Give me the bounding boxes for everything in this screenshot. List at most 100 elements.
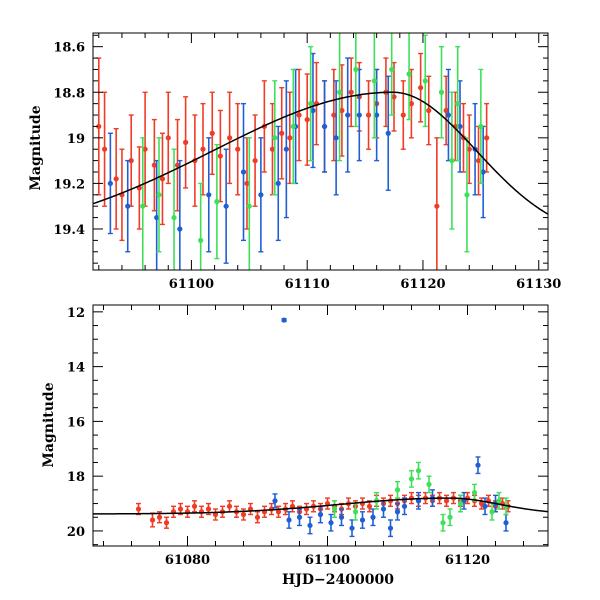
data-point [443,498,450,504]
data-point [484,135,490,141]
data-point [478,500,485,507]
data-point [415,498,422,504]
data-point [235,146,241,152]
data-point [159,176,166,182]
y-tick-label: 18 [67,470,85,485]
data-point [331,112,337,118]
data-point [279,130,285,136]
y-axis-title-top: Magnitude [28,105,44,190]
data-point [223,203,229,209]
data-point [438,89,445,95]
x-tick-label: 61110 [285,277,330,292]
data-point [496,498,502,504]
data-point [296,514,303,520]
data-point [113,176,119,182]
data-point [206,192,212,198]
data-point [151,162,157,168]
plot-area [93,317,548,538]
data-point [171,214,177,221]
x-tick-label: 61080 [165,553,210,568]
data-point [165,135,171,141]
data-point [389,66,395,73]
data-point [135,506,142,512]
data-point [177,506,184,512]
x-tick-label: 61120 [400,277,445,292]
data-point [475,158,482,164]
y-tick-label: 12 [67,306,85,321]
data-point [307,522,313,529]
data-point [359,517,366,523]
data-point [482,503,488,509]
data-point [401,503,408,509]
data-point [464,192,470,198]
data-point [449,158,455,164]
y-tick-label: 20 [67,525,85,540]
data-point [352,509,359,515]
data-point [107,180,113,187]
y-tick-label: 19.4 [53,223,85,238]
data-point [286,517,292,523]
data-point [339,107,345,114]
data-point [391,94,397,100]
data-point [198,509,205,515]
data-point [408,476,415,482]
data-point [394,509,401,515]
data-point [156,514,163,520]
y-axis-title-bottom: Magnitude [41,382,57,467]
data-point [287,135,293,141]
data-point [283,146,289,152]
data-point [140,203,146,209]
data-point [328,520,334,526]
data-point [457,500,464,507]
data-point [101,146,108,152]
data-point [447,514,453,520]
data-point [466,146,472,152]
data-point [149,517,156,523]
data-point [380,506,387,512]
data-point [198,237,204,243]
series-blue [107,52,486,270]
series-green [140,33,484,270]
data-point [125,203,131,209]
data-point [426,107,432,114]
data-point [163,520,170,526]
data-point [400,112,406,118]
data-point [338,514,345,520]
data-point [489,509,495,515]
data-point [349,525,355,531]
data-point [440,520,446,526]
data-point [226,503,233,509]
y-tick-label: 18.6 [53,41,85,56]
data-point [240,169,247,175]
data-point [443,107,449,114]
data-point [321,123,328,130]
x-tick-label: 61100 [305,553,350,568]
data-point [128,158,134,164]
data-point [471,489,478,496]
data-point [290,123,296,130]
bottom-panel: 61080 61100 61120 12 14 16 18 20 [67,304,549,568]
data-point [422,78,428,84]
data-point [254,514,261,520]
data-point [385,130,391,136]
y-tick-label: 18.8 [53,86,85,101]
data-point [337,89,343,95]
data-point [258,192,264,198]
data-point [408,101,414,107]
data-point [394,487,401,493]
data-point [426,481,432,487]
x-axis-title: HJD−2400000 [282,572,394,588]
data-point [408,495,415,501]
data-point [217,153,223,159]
model-curve [93,91,548,215]
top-panel: 61100 61110 61120 61130 18.6 18.8 19 19.2 19.4 [53,32,561,292]
data-point [445,112,452,118]
data-point [174,162,181,168]
plot-frame [92,304,549,547]
data-point [348,89,354,95]
data-point [269,146,276,152]
data-point [387,525,394,531]
data-point [96,123,102,130]
data-point [154,214,160,221]
